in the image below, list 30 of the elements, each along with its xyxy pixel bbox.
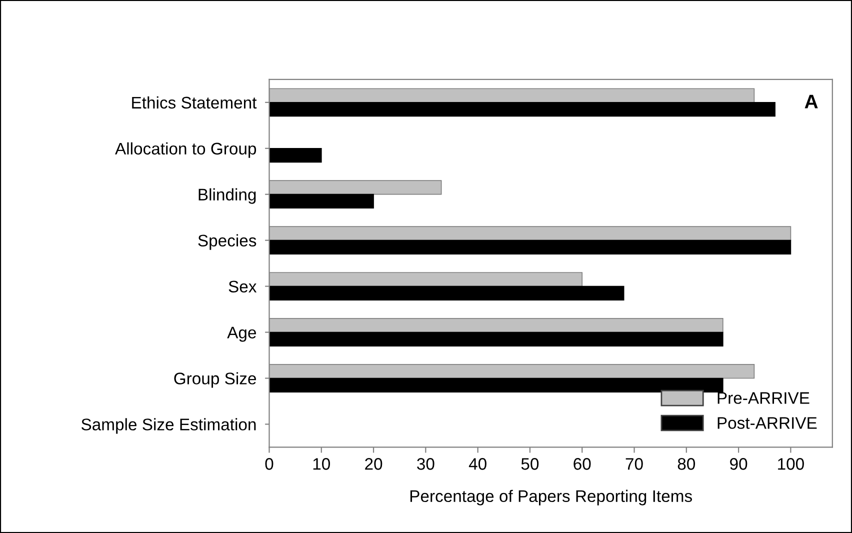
bar bbox=[269, 240, 792, 255]
annotation: A bbox=[804, 94, 818, 108]
x-tick-label: 0 bbox=[265, 458, 274, 470]
y-tick-label: Allocation to Group bbox=[115, 142, 256, 158]
bar bbox=[269, 378, 724, 392]
x-tick-label: 50 bbox=[521, 458, 539, 470]
x-tick-label: 10 bbox=[313, 458, 330, 470]
y-tick-label: Blinding bbox=[198, 188, 256, 204]
x-tick-label: 20 bbox=[365, 458, 382, 470]
y-tick-label: Species bbox=[198, 234, 256, 250]
bar bbox=[269, 332, 724, 346]
bar bbox=[269, 102, 776, 117]
bar bbox=[269, 148, 322, 163]
y-tick-label: Sample Size Estimation bbox=[81, 418, 256, 434]
x-axis-title: Percentage of Papers Reporting Items bbox=[410, 490, 692, 506]
x-tick-label: 80 bbox=[678, 458, 696, 470]
x-tick-label: 30 bbox=[417, 458, 434, 470]
y-tick-label: Sex bbox=[228, 280, 257, 292]
x-tick-label: 60 bbox=[574, 458, 591, 470]
x-tick-label: 70 bbox=[626, 458, 643, 470]
x-tick-label: 100 bbox=[778, 458, 804, 470]
x-tick-label: 90 bbox=[730, 458, 748, 470]
bar bbox=[269, 286, 624, 300]
legend-label: Post-ARRIVE bbox=[718, 417, 817, 429]
y-tick-label: Group Size bbox=[174, 372, 256, 388]
y-tick-label: Age bbox=[227, 326, 256, 342]
y-tick-label: Ethics Statement bbox=[132, 96, 257, 109]
bar bbox=[269, 194, 374, 209]
legend-label: Pre-ARRIVE bbox=[718, 392, 810, 404]
x-tick-label: 40 bbox=[468, 458, 486, 470]
